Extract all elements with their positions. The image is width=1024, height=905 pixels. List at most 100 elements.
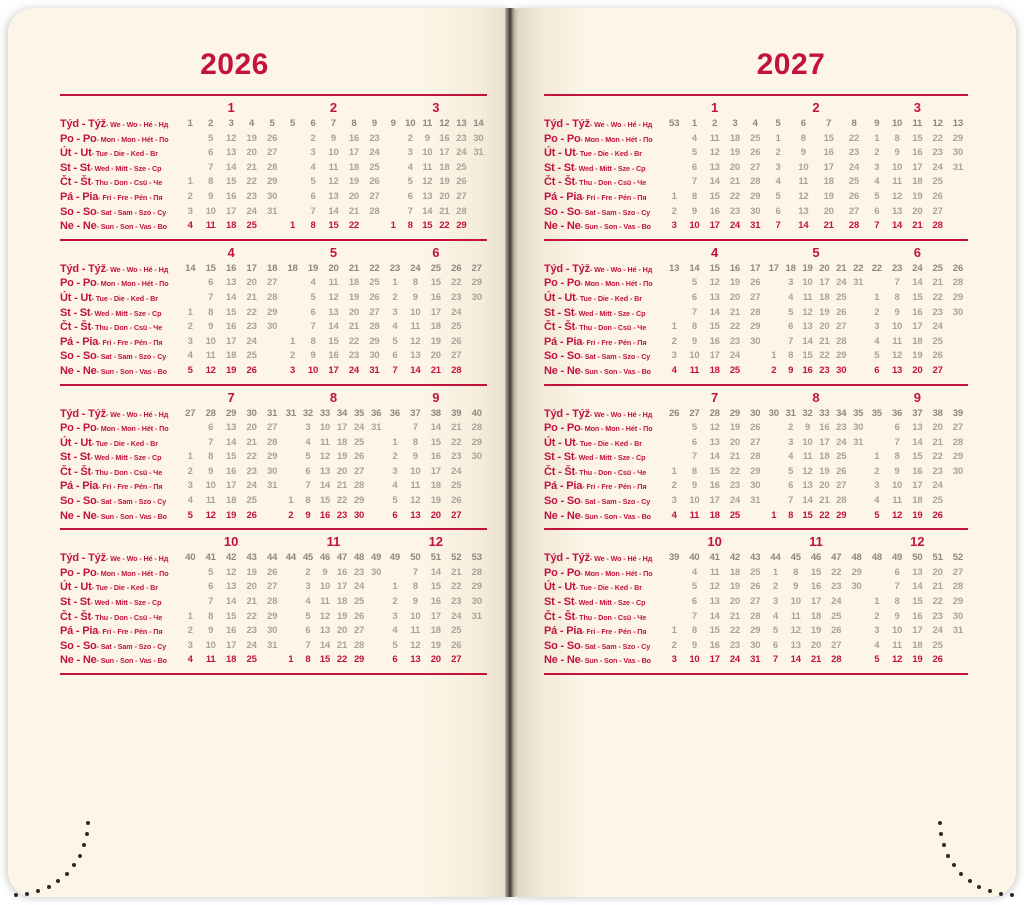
day-cell[interactable]: 18 (430, 321, 441, 333)
day-cell[interactable] (745, 509, 765, 524)
day-cell[interactable]: 1 (187, 451, 193, 463)
day-cell[interactable]: 13 (319, 465, 331, 477)
day-cell[interactable]: 29 (952, 596, 963, 608)
day-cell[interactable] (664, 566, 684, 581)
day-cell[interactable] (180, 161, 200, 176)
day-cell[interactable]: 16 (802, 364, 813, 376)
day-cell[interactable]: 15 (226, 176, 237, 188)
day-cell[interactable]: 12 (802, 306, 813, 318)
day-cell[interactable]: 10 (891, 480, 903, 492)
day-cell[interactable]: 11 (320, 596, 330, 608)
day-cell[interactable]: 27 (451, 654, 462, 666)
day-cell[interactable]: 2 (407, 132, 413, 144)
day-cell[interactable]: 25 (836, 451, 847, 463)
day-cell[interactable]: 20 (912, 205, 923, 217)
day-cell[interactable]: 22 (348, 220, 359, 232)
day-cell[interactable]: 21 (336, 639, 348, 651)
day-cell[interactable]: 18 (709, 509, 720, 521)
day-cell[interactable]: 13 (226, 581, 237, 593)
day-cell[interactable]: 16 (226, 321, 237, 333)
day-cell[interactable]: 5 (874, 350, 880, 362)
day-cell[interactable]: 10 (319, 422, 331, 434)
day-cell[interactable]: 1 (874, 291, 880, 303)
day-cell[interactable]: 22 (831, 566, 842, 578)
day-cell[interactable] (948, 653, 968, 668)
day-cell[interactable] (664, 276, 684, 291)
day-cell[interactable]: 28 (932, 220, 943, 232)
day-cell[interactable]: 5 (392, 335, 398, 347)
day-cell[interactable]: 12 (328, 176, 339, 188)
day-cell[interactable]: 30 (836, 364, 847, 376)
day-cell[interactable]: 19 (246, 132, 257, 144)
day-cell[interactable]: 17 (709, 654, 720, 666)
day-cell[interactable]: 6 (788, 321, 794, 333)
day-cell[interactable]: 17 (912, 625, 923, 637)
day-cell[interactable]: 5 (305, 451, 311, 463)
day-cell[interactable]: 16 (430, 451, 441, 463)
day-cell[interactable]: 22 (451, 277, 462, 289)
day-cell[interactable]: 29 (750, 190, 761, 202)
day-cell[interactable]: 26 (932, 654, 943, 666)
day-cell[interactable]: 2 (187, 190, 193, 202)
day-cell[interactable]: 28 (266, 161, 278, 173)
day-cell[interactable] (282, 161, 302, 176)
day-cell[interactable]: 26 (750, 147, 761, 159)
day-cell[interactable]: 11 (892, 495, 902, 507)
day-cell[interactable]: 4 (671, 509, 677, 521)
day-cell[interactable] (385, 205, 402, 220)
day-cell[interactable] (466, 335, 487, 350)
day-cell[interactable]: 5 (407, 176, 413, 188)
day-cell[interactable]: 2 (874, 147, 880, 159)
day-cell[interactable]: 11 (689, 364, 700, 376)
day-cell[interactable] (385, 175, 402, 190)
day-cell[interactable]: 17 (823, 161, 834, 173)
day-cell[interactable]: 3 (874, 625, 880, 637)
day-cell[interactable]: 15 (912, 132, 923, 144)
day-cell[interactable] (368, 509, 385, 524)
day-cell[interactable]: 11 (790, 610, 801, 622)
day-cell[interactable]: 17 (709, 220, 720, 232)
day-cell[interactable]: 12 (790, 625, 801, 637)
day-cell[interactable]: 5 (187, 364, 193, 376)
day-cell[interactable] (368, 595, 385, 610)
day-cell[interactable]: 24 (353, 422, 365, 434)
day-cell[interactable]: 19 (912, 509, 923, 521)
day-cell[interactable]: 6 (874, 205, 880, 217)
day-cell[interactable]: 22 (729, 321, 741, 333)
day-cell[interactable]: 30 (353, 509, 365, 521)
day-cell[interactable]: 22 (819, 509, 830, 521)
day-cell[interactable] (282, 205, 302, 220)
day-cell[interactable]: 9 (208, 190, 214, 202)
day-cell[interactable]: 8 (208, 610, 214, 622)
day-cell[interactable]: 10 (319, 581, 331, 593)
day-cell[interactable]: 21 (810, 654, 822, 666)
day-cell[interactable]: 15 (226, 306, 237, 318)
day-cell[interactable] (180, 436, 200, 451)
day-cell[interactable]: 20 (348, 190, 359, 202)
day-cell[interactable] (368, 580, 385, 595)
day-cell[interactable]: 3 (671, 495, 677, 507)
day-cell[interactable]: 16 (348, 132, 359, 144)
day-cell[interactable]: 9 (322, 566, 328, 578)
day-cell[interactable]: 23 (729, 335, 741, 347)
day-cell[interactable]: 8 (894, 291, 900, 303)
day-cell[interactable]: 27 (266, 581, 278, 593)
day-cell[interactable] (282, 421, 299, 436)
day-cell[interactable] (850, 364, 867, 379)
day-cell[interactable]: 3 (305, 581, 311, 593)
day-cell[interactable]: 17 (430, 306, 441, 318)
day-cell[interactable]: 15 (319, 654, 331, 666)
day-cell[interactable]: 30 (473, 132, 484, 144)
day-cell[interactable] (850, 320, 867, 335)
day-cell[interactable]: 22 (336, 654, 348, 666)
day-cell[interactable]: 12 (410, 335, 421, 347)
day-cell[interactable]: 19 (226, 509, 237, 521)
day-cell[interactable]: 18 (729, 132, 741, 144)
month-block-1[interactable]: 1 1 2 3 4 5 5 12 19 26 6 13 20 27 7 14 21 28 1 8 15 22 29 2 9 16 2… (180, 99, 282, 234)
day-cell[interactable]: 23 (369, 132, 380, 144)
day-cell[interactable]: 16 (226, 190, 237, 202)
day-cell[interactable]: 31 (471, 610, 482, 622)
day-cell[interactable]: 4 (187, 495, 193, 507)
day-cell[interactable] (948, 175, 968, 190)
day-cell[interactable]: 24 (836, 436, 847, 448)
